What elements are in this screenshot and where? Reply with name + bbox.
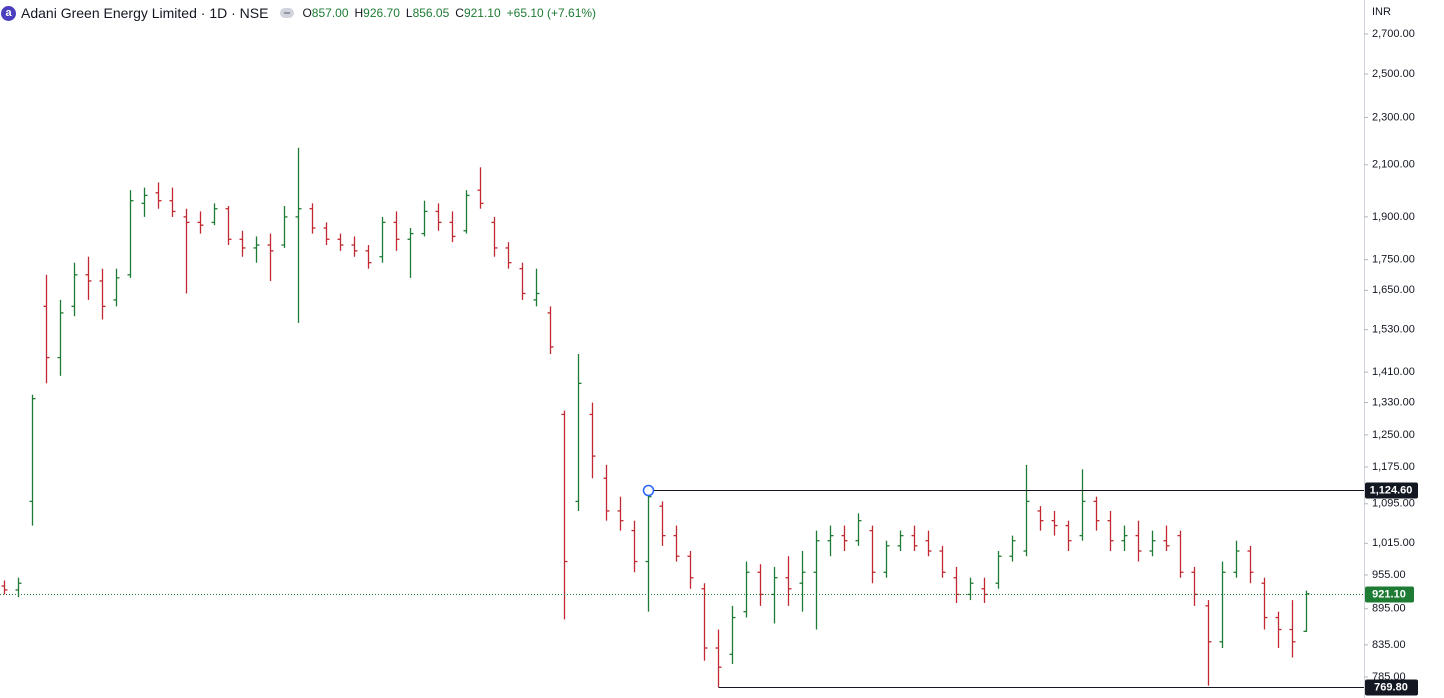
y-tick-label: 1,750.00 [1372,254,1415,266]
y-tick-label: 2,700.00 [1372,28,1415,40]
ohlc-key: O [302,6,312,20]
ohlc-value: 857.00 [311,6,349,20]
y-tick-label: 1,900.00 [1372,211,1415,223]
level-anchor [642,484,655,497]
level-price-box [1365,679,1418,696]
y-tick-label: 1,650.00 [1372,284,1415,296]
ohlc-value: 921.10 [463,6,501,20]
y-tick-label: 1,175.00 [1372,461,1415,473]
y-tick-label: 1,410.00 [1372,366,1415,378]
ohlc-key: L [405,6,413,20]
last-price-box [1365,586,1414,603]
symbol-title[interactable]: Adani Green Energy Limited · 1D · NSE [21,5,269,21]
last-price-label: 921.10 [1372,588,1406,600]
level-price-box [1365,482,1418,499]
y-tick-label: 1,530.00 [1372,324,1415,336]
change: +65.10 (+7.61%) [506,6,597,20]
y-tick-label: 955.00 [1372,569,1406,581]
ohlc-value: 856.05 [412,6,450,20]
y-tick-label: 1,250.00 [1372,429,1415,441]
y-tick-label: 1,015.00 [1372,537,1415,549]
y-tick-label: 2,500.00 [1372,68,1415,80]
ohlc-key: C [455,6,464,20]
currency-label: INR [1372,6,1391,18]
y-tick-label: 2,100.00 [1372,159,1415,171]
level-price-label: 769.80 [1374,681,1408,693]
toggle-icon[interactable] [280,8,295,18]
level-price-label: 1,124.60 [1370,484,1413,496]
bars [1,147,1310,688]
ohlc-value: 926.70 [363,6,400,20]
y-tick-label: 1,330.00 [1372,396,1415,408]
y-tick-label: 895.00 [1372,603,1406,615]
symbol-logo: a [1,5,16,21]
y-tick-label: 2,300.00 [1372,111,1415,123]
y-tick-label: 1,095.00 [1372,498,1415,510]
y-tick-label: 835.00 [1372,639,1406,651]
header: a Adani Green Energy Limited · 1D · NSE … [0,2,596,24]
ohlc-key: H [354,6,364,20]
ohlc-legend: O 857.00 H 926.70 L 856.05 C 921.10 [302,6,506,20]
